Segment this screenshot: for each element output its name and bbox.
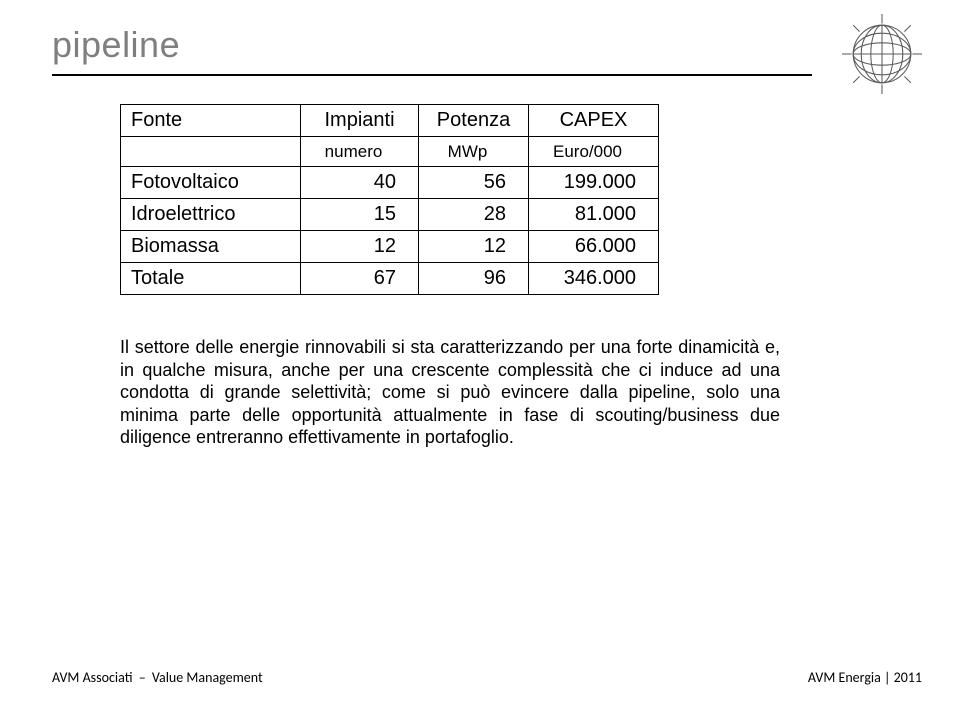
footer-left-b: Value Management xyxy=(152,669,263,686)
footer-dash: – xyxy=(139,669,146,686)
cell-capex: 81.000 xyxy=(529,199,659,231)
footer-left-a: AVM Associati xyxy=(52,669,133,686)
table-header-row: Fonte Impianti Potenza CAPEX xyxy=(121,105,659,137)
cell-potenza: 56 xyxy=(419,167,529,199)
cell-potenza: 28 xyxy=(419,199,529,231)
cell-impianti: 12 xyxy=(301,231,419,263)
col-header-potenza: Potenza xyxy=(419,105,529,137)
cell-fonte: Fotovoltaico xyxy=(121,167,301,199)
col-header-capex: CAPEX xyxy=(529,105,659,137)
table-row: Fotovoltaico 40 56 199.000 xyxy=(121,167,659,199)
page-title: pipeline xyxy=(52,24,180,66)
cell-fonte: Biomassa xyxy=(121,231,301,263)
title-divider xyxy=(52,74,812,76)
table-row: Biomassa 12 12 66.000 xyxy=(121,231,659,263)
globe-icon xyxy=(842,14,922,94)
subheader-blank xyxy=(121,137,301,167)
cell-capex: 346.000 xyxy=(529,263,659,295)
cell-impianti: 15 xyxy=(301,199,419,231)
body-paragraph: Il settore delle energie rinnovabili si … xyxy=(120,336,780,449)
subheader-potenza: MWp xyxy=(419,137,529,167)
col-header-fonte: Fonte xyxy=(121,105,301,137)
footer-left: AVM Associati – Value Management xyxy=(52,669,263,686)
table-row: Totale 67 96 346.000 xyxy=(121,263,659,295)
table-row: Idroelettrico 15 28 81.000 xyxy=(121,199,659,231)
pipeline-table: Fonte Impianti Potenza CAPEX numero MWp … xyxy=(120,104,659,295)
col-header-impianti: Impianti xyxy=(301,105,419,137)
cell-capex: 199.000 xyxy=(529,167,659,199)
cell-potenza: 12 xyxy=(419,231,529,263)
cell-fonte: Totale xyxy=(121,263,301,295)
cell-impianti: 40 xyxy=(301,167,419,199)
table-subheader-row: numero MWp Euro/000 xyxy=(121,137,659,167)
subheader-capex: Euro/000 xyxy=(529,137,659,167)
footer: AVM Associati – Value Management AVM Ene… xyxy=(52,669,922,686)
cell-potenza: 96 xyxy=(419,263,529,295)
cell-fonte: Idroelettrico xyxy=(121,199,301,231)
subheader-impianti: numero xyxy=(301,137,419,167)
cell-capex: 66.000 xyxy=(529,231,659,263)
cell-impianti: 67 xyxy=(301,263,419,295)
footer-right: AVM Energia | 2011 xyxy=(808,669,922,686)
